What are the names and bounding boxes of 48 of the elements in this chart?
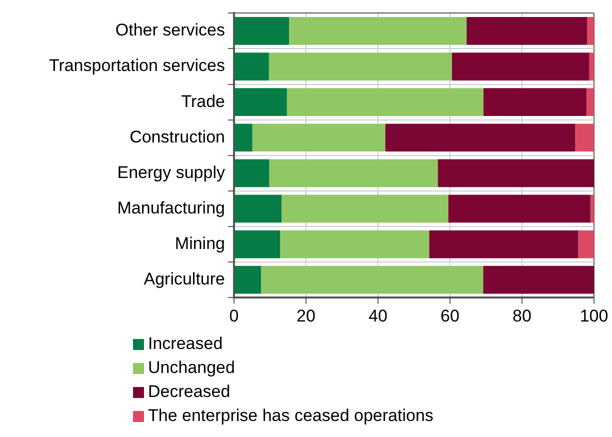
bar — [289, 17, 467, 45]
bar — [234, 230, 280, 258]
bar — [268, 52, 452, 80]
bar — [280, 230, 430, 258]
legend-label: Decreased — [148, 381, 230, 403]
bar — [234, 194, 282, 223]
y-tick-label: Trade — [181, 92, 225, 111]
y-tick-label: Construction — [130, 127, 225, 146]
bar — [586, 88, 594, 116]
bar — [589, 52, 594, 80]
bar — [286, 88, 484, 116]
y-tick-label: Other services — [115, 20, 225, 40]
legend-label: Increased — [148, 333, 223, 355]
bar — [269, 159, 438, 188]
x-tick-label: 80 — [512, 306, 532, 326]
bar — [385, 124, 576, 152]
bar — [466, 17, 588, 45]
bar — [438, 159, 594, 188]
legend-label: Unchanged — [148, 357, 235, 379]
bar — [234, 159, 270, 188]
bar — [590, 194, 594, 223]
y-tick-label: Agriculture — [144, 270, 225, 289]
bar — [234, 88, 287, 116]
x-tick-label: 20 — [296, 306, 316, 326]
y-tick-label: Transportation services — [48, 56, 225, 76]
x-tick-label: 100 — [580, 306, 608, 326]
bar — [448, 194, 590, 223]
bar — [578, 230, 594, 258]
bar — [483, 88, 586, 116]
bar — [234, 52, 269, 80]
y-tick-label: Energy supply — [117, 162, 226, 182]
y-tick-label: Manufacturing — [117, 198, 225, 218]
x-tick-label: 40 — [368, 306, 388, 326]
x-tick-label: 0 — [229, 306, 239, 326]
x-tick-label: 60 — [440, 306, 460, 326]
legend-label: The enterprise has ceased operations — [148, 405, 434, 427]
bar — [234, 124, 252, 152]
bar — [452, 52, 590, 80]
bar — [261, 266, 484, 294]
bar — [234, 266, 261, 294]
bar — [587, 17, 594, 45]
bar — [234, 17, 290, 45]
bar — [575, 124, 594, 152]
bar — [483, 266, 594, 294]
bar — [252, 124, 386, 152]
y-tick-label: Mining — [174, 234, 225, 253]
bar — [429, 230, 578, 258]
bar — [282, 194, 448, 223]
